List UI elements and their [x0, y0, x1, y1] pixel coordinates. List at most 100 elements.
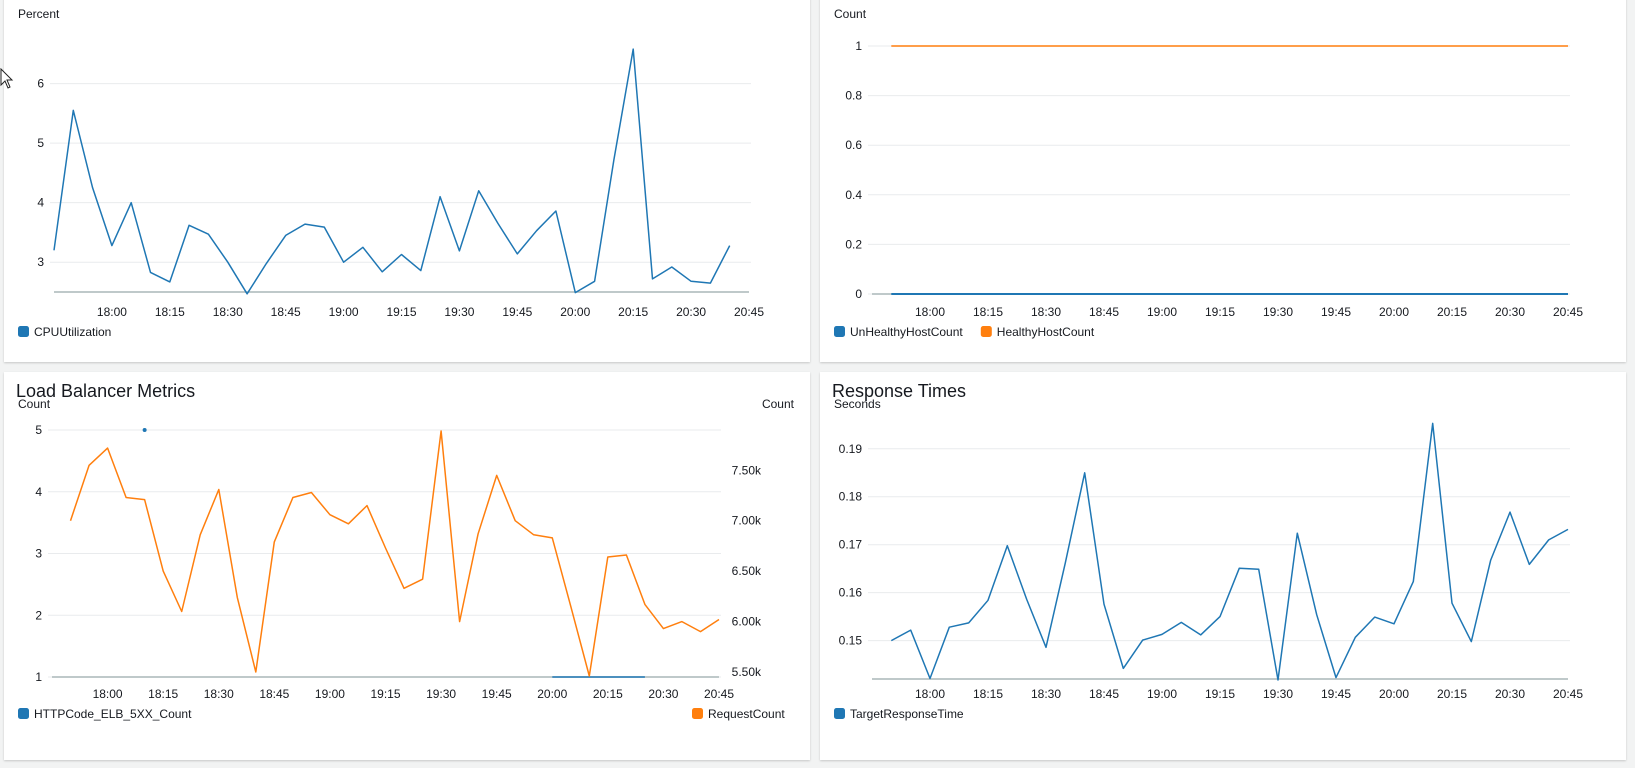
x-tick-label: 18:45 [271, 305, 301, 319]
legend-label: HTTPCode_ELB_5XX_Count [34, 707, 192, 721]
x-tick-label: 18:15 [148, 687, 178, 701]
y-tick-label-left: 4 [35, 485, 42, 499]
legend-swatch [834, 326, 845, 337]
x-tick-label: 19:30 [1263, 305, 1293, 319]
series-line-targetresponsetime [890, 422, 1569, 681]
y-tick-label-left: 6 [37, 77, 44, 91]
host-count-chart: Count 0 0.2 0.4 0.6 0.8 1 18:00 18:15 18:30 18:45 1… [834, 7, 1583, 339]
x-tick-label: 20:30 [1495, 305, 1525, 319]
legend-label: UnHealthyHostCount [850, 325, 963, 339]
legend-swatch [18, 708, 29, 719]
x-tick-label: 18:15 [973, 687, 1003, 701]
y-tick-label-right: 5.50k [732, 665, 762, 679]
x-tick-label: 19:30 [426, 687, 456, 701]
x-tick-label: 19:30 [1263, 687, 1293, 701]
x-tick-label: 20:45 [1553, 687, 1583, 701]
x-tick-label: 20:15 [1437, 687, 1467, 701]
y-tick-label-left: 1 [35, 670, 42, 684]
x-tick-label: 20:30 [676, 305, 706, 319]
x-tick-label: 19:45 [482, 687, 512, 701]
legend-swatch [980, 326, 992, 337]
x-tick-label: 20:00 [1379, 305, 1409, 319]
x-tick-label: 18:45 [1089, 687, 1119, 701]
y-tick-label-left: 0.4 [845, 188, 862, 202]
x-tick-label: 20:45 [1553, 305, 1583, 319]
x-tick-label: 18:15 [155, 305, 185, 319]
load-balancer-metrics-title: Load Balancer Metrics [16, 381, 196, 401]
x-tick-label: 20:00 [1379, 687, 1409, 701]
host-count-panel: Count 0 0.2 0.4 0.6 0.8 1 18:00 18:15 18:30 18:45 1… [820, 0, 1626, 362]
y-axis-label-left: Count [18, 397, 51, 411]
y-tick-label-left: 5 [35, 423, 42, 437]
x-tick-label: 19:00 [315, 687, 345, 701]
x-tick-label: 19:00 [329, 305, 359, 319]
y-tick-label-left: 0.18 [839, 490, 863, 504]
x-tick-label: 18:30 [1031, 305, 1061, 319]
x-tick-label: 20:45 [734, 305, 764, 319]
x-tick-label: 19:00 [1147, 305, 1177, 319]
y-tick-label-left: 4 [37, 196, 44, 210]
y-axis-label-left: Percent [18, 7, 60, 21]
y-tick-label-left: 0.19 [839, 442, 863, 456]
legend-swatch [834, 708, 845, 719]
y-tick-label-right: 7.00k [732, 514, 762, 528]
x-tick-label: 20:15 [593, 687, 623, 701]
x-tick-label: 18:45 [259, 687, 289, 701]
x-tick-label: 18:45 [1089, 305, 1119, 319]
response-times-panel: Response Times Seconds 0.15 0.16 0.17 0.18 0.… [820, 372, 1626, 760]
mouse-pointer-icon [0, 68, 14, 89]
cpu-utilization-panel: Percent 3 4 5 6 18:00 18:15 18:30 18:45 19:00 19:1… [4, 0, 810, 362]
x-tick-label: 18:30 [1031, 687, 1061, 701]
x-tick-label: 19:00 [1147, 687, 1177, 701]
x-tick-label: 18:30 [204, 687, 234, 701]
x-tick-label: 19:30 [444, 305, 474, 319]
x-tick-label: 20:30 [1495, 687, 1525, 701]
x-tick-label: 20:00 [560, 305, 590, 319]
x-tick-label: 20:15 [618, 305, 648, 319]
series-line-requestcount [69, 430, 720, 677]
load-balancer-metrics-panel: Load Balancer Metrics Count Count 1 2 3 4 5 5.5… [4, 372, 810, 760]
x-tick-label: 18:15 [973, 305, 1003, 319]
y-tick-label-left: 5 [37, 136, 44, 150]
y-tick-label-left: 0.6 [845, 138, 862, 152]
cpu-chart: Percent 3 4 5 6 18:00 18:15 18:30 18:45 19:00 19:1… [18, 7, 764, 339]
y-tick-label-left: 0.2 [845, 237, 862, 251]
y-tick-label-left: 0 [855, 287, 862, 301]
x-tick-label: 19:15 [1205, 687, 1235, 701]
x-tick-label: 18:00 [93, 687, 123, 701]
x-tick-label: 20:15 [1437, 305, 1467, 319]
y-axis-label-right: Count [762, 397, 795, 411]
legend-label: TargetResponseTime [850, 707, 964, 721]
y-tick-label-left: 0.17 [839, 538, 863, 552]
y-tick-label-left: 3 [35, 547, 42, 561]
y-tick-label-left: 0.15 [839, 634, 863, 648]
x-tick-label: 20:45 [704, 687, 734, 701]
legend-label: CPUUtilization [34, 325, 111, 339]
x-tick-label: 18:00 [915, 305, 945, 319]
response-times-title: Response Times [832, 381, 967, 401]
legend-swatch [18, 326, 29, 337]
response-times-chart: Seconds 0.15 0.16 0.17 0.18 0.19 18:00 18:15 18:… [834, 397, 1583, 721]
y-tick-label-left: 2 [35, 608, 42, 622]
x-tick-label: 19:15 [1205, 305, 1235, 319]
x-tick-label: 19:15 [386, 305, 416, 319]
x-tick-label: 20:00 [537, 687, 567, 701]
x-tick-label: 19:45 [502, 305, 532, 319]
y-tick-label-left: 1 [855, 39, 862, 53]
y-tick-label-right: 6.50k [732, 564, 762, 578]
x-tick-label: 19:45 [1321, 305, 1351, 319]
y-tick-label-right: 6.00k [732, 615, 762, 629]
load-balancer-chart: Count Count 1 2 3 4 5 5.50k 6.00k 6.50k 7.00k 7.50k… [18, 397, 795, 721]
x-tick-label: 18:30 [213, 305, 243, 319]
series-point-httpcode-elb-5xx-count [142, 428, 147, 432]
x-tick-label: 19:15 [370, 687, 400, 701]
legend-swatch [692, 708, 703, 719]
x-tick-label: 20:30 [648, 687, 678, 701]
series-line-cpuutilization [53, 48, 731, 295]
x-tick-label: 19:45 [1321, 687, 1351, 701]
y-axis-label-left: Count [834, 7, 867, 21]
y-tick-label-left: 3 [37, 255, 44, 269]
legend-label: HealthyHostCount [997, 325, 1095, 339]
y-tick-label-left: 0.8 [845, 89, 862, 103]
legend-label: RequestCount [708, 707, 785, 721]
